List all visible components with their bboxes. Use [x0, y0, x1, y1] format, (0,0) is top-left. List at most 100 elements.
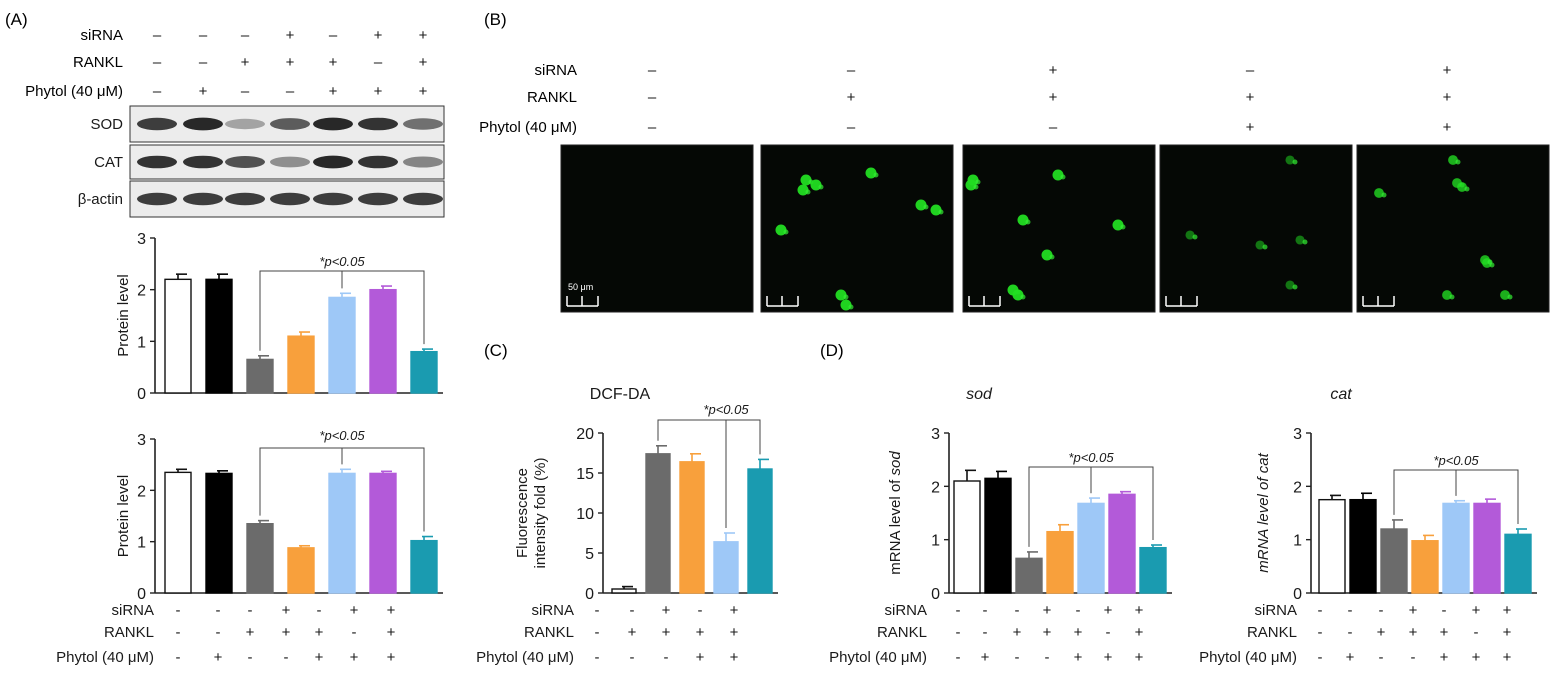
- scale-bar: [968, 296, 1001, 307]
- d-cat-bottom-rankl-sign-1: -: [1348, 624, 1353, 641]
- sign-phytol-3: –: [286, 83, 295, 100]
- d-cat-bottom-phytol-sign-0: -: [1318, 649, 1323, 666]
- cell-spot: [1448, 155, 1458, 165]
- a-bottom-sirna-label: siRNA: [111, 602, 154, 619]
- blot-band: [270, 156, 310, 168]
- d-cat-bottom-sirna-sign-2: -: [1379, 602, 1384, 619]
- cell-spot: [1292, 159, 1298, 165]
- y-tick-label: 1: [137, 334, 146, 351]
- y-tick-label: 0: [1293, 586, 1302, 603]
- bar-2: [246, 523, 274, 594]
- blot-condition-signs: – – – + – + + – – + + + – + – + – – + + +: [153, 27, 428, 100]
- cell-spot: [1060, 174, 1066, 180]
- y-tick-label: 0: [931, 586, 940, 603]
- y-tick-label: 2: [1293, 479, 1302, 496]
- scale-bar: [1165, 296, 1198, 307]
- sign-sirna-2: –: [241, 27, 250, 44]
- bar-4: [1442, 502, 1470, 594]
- y-axis-label-part: mRNA level of: [887, 475, 904, 574]
- bar-6: [410, 350, 438, 394]
- sign-sirna-2: +: [1049, 62, 1058, 79]
- bar-5: [1108, 493, 1136, 594]
- d-sod-bottom-sirna-sign-0: -: [956, 602, 961, 619]
- c-bottom-sirna-sign-1: -: [630, 602, 635, 619]
- y-axis-label: Protein level: [115, 475, 132, 558]
- c-bottom-sirna-label: siRNA: [531, 602, 574, 619]
- sign-rankl-4: +: [329, 54, 338, 71]
- d-cat-bottom-phytol-sign-6: +: [1503, 649, 1512, 666]
- significance-bracket: [657, 419, 761, 528]
- d-sod-bottom-rankl-label: RANKL: [877, 624, 927, 641]
- bar-4: [328, 472, 356, 594]
- bar-0: [164, 471, 192, 594]
- bar-5: [369, 472, 397, 594]
- d-sod-bottom-phytol-sign-0: -: [956, 649, 961, 666]
- y-tick-label: 3: [137, 432, 146, 449]
- a-bottom-phytol-sign-0: -: [176, 649, 181, 666]
- cell-spot: [1480, 255, 1490, 265]
- d-cat-bottom-rankl-sign-2: +: [1377, 624, 1386, 641]
- rankl-label: RANKL: [73, 54, 123, 71]
- sign-rankl-1: +: [847, 89, 856, 106]
- fluorescence-image-3: [1159, 144, 1353, 313]
- cell-spot: [1507, 294, 1513, 300]
- d-cat-bottom-sirna-sign-1: -: [1348, 602, 1353, 619]
- cell-spot: [1500, 290, 1510, 300]
- sign-sirna-5: +: [374, 27, 383, 44]
- c-bottom-sirna-sign-2: +: [662, 602, 671, 619]
- blot-band: [183, 192, 223, 206]
- microscopy-condition-signs: – – + – + – + + + + – – – + +: [648, 62, 1452, 136]
- bracket-line: [341, 447, 425, 532]
- sign-sirna-0: –: [153, 27, 162, 44]
- d-cat-bottom-sirna-sign-3: +: [1409, 602, 1418, 619]
- sign-phytol-4: +: [329, 83, 338, 100]
- y-tick-label: 5: [585, 546, 594, 563]
- sign-phytol-1: –: [847, 119, 856, 136]
- chart-A_CAT: 0 1 2 3 Protein level *p<0.05: [115, 428, 443, 603]
- y-axis-label: intensity fold (%): [532, 458, 549, 569]
- d-sod-bottom-phytol-sign-5: +: [1104, 649, 1113, 666]
- d-sod-bottom-phytol-sign-2: -: [1015, 649, 1020, 666]
- sign-phytol-1: +: [199, 83, 208, 100]
- c-bottom-rankl-label: RANKL: [524, 624, 574, 641]
- d-sod-bottom-sirna-sign-2: -: [1015, 602, 1020, 619]
- cell-spot: [1020, 294, 1026, 300]
- sign-rankl-2: +: [241, 54, 250, 71]
- y-tick-label: 1: [137, 535, 146, 552]
- sign-phytol-0: –: [648, 119, 657, 136]
- bar-3: [1046, 530, 1074, 594]
- c-bottom-rankl-sign-2: +: [662, 624, 671, 641]
- blot-band: [403, 192, 443, 206]
- a-bottom-sirna-sign-1: -: [216, 602, 221, 619]
- c-bottom-sirna-sign-3: -: [698, 602, 703, 619]
- significance-annotation: *p<0.05: [703, 402, 749, 417]
- cell-spot: [938, 209, 944, 215]
- d-sod-bottom-sirna-sign-5: +: [1104, 602, 1113, 619]
- d-sod-bottom-phytol-label: Phytol (40 μM): [829, 649, 927, 666]
- bar-2: [1015, 557, 1043, 594]
- a-bottom-sirna-sign-0: -: [176, 602, 181, 619]
- c-bottom-rankl-sign-3: +: [696, 624, 705, 641]
- y-axis-label: Fluorescence: [514, 468, 531, 558]
- sign-rankl-0: –: [648, 89, 657, 106]
- cell-spot: [1192, 234, 1198, 240]
- blot-band: [225, 156, 265, 168]
- d-sod-bottom-sirna-sign-3: +: [1043, 602, 1052, 619]
- sign-rankl-4: +: [1443, 89, 1452, 106]
- d-sod-bottom-sirna-sign-6: +: [1135, 602, 1144, 619]
- bracket-line: [725, 419, 761, 528]
- bar-charts: 0 1 2 3 Protein level *p<0.05 0 1 2 3 Protein leve…: [115, 231, 1537, 603]
- c-bottom-rankl-sign-1: +: [628, 624, 637, 641]
- cell-spot: [818, 184, 824, 190]
- western-blots: SOD CAT β-actin: [78, 105, 445, 218]
- y-tick-label: 3: [1293, 426, 1302, 443]
- bar-0: [1318, 498, 1346, 594]
- d-cat-bottom-sirna-sign-5: +: [1472, 602, 1481, 619]
- sign-rankl-5: –: [374, 54, 383, 71]
- c-bottom-sirna-sign-4: +: [730, 602, 739, 619]
- sign-phytol-4: +: [1443, 119, 1452, 136]
- a-bottom-rankl-label: RANKL: [104, 624, 154, 641]
- a-bottom-phytol-sign-6: +: [387, 649, 396, 666]
- rankl-label: RANKL: [527, 89, 577, 106]
- cell-spot: [1295, 235, 1305, 245]
